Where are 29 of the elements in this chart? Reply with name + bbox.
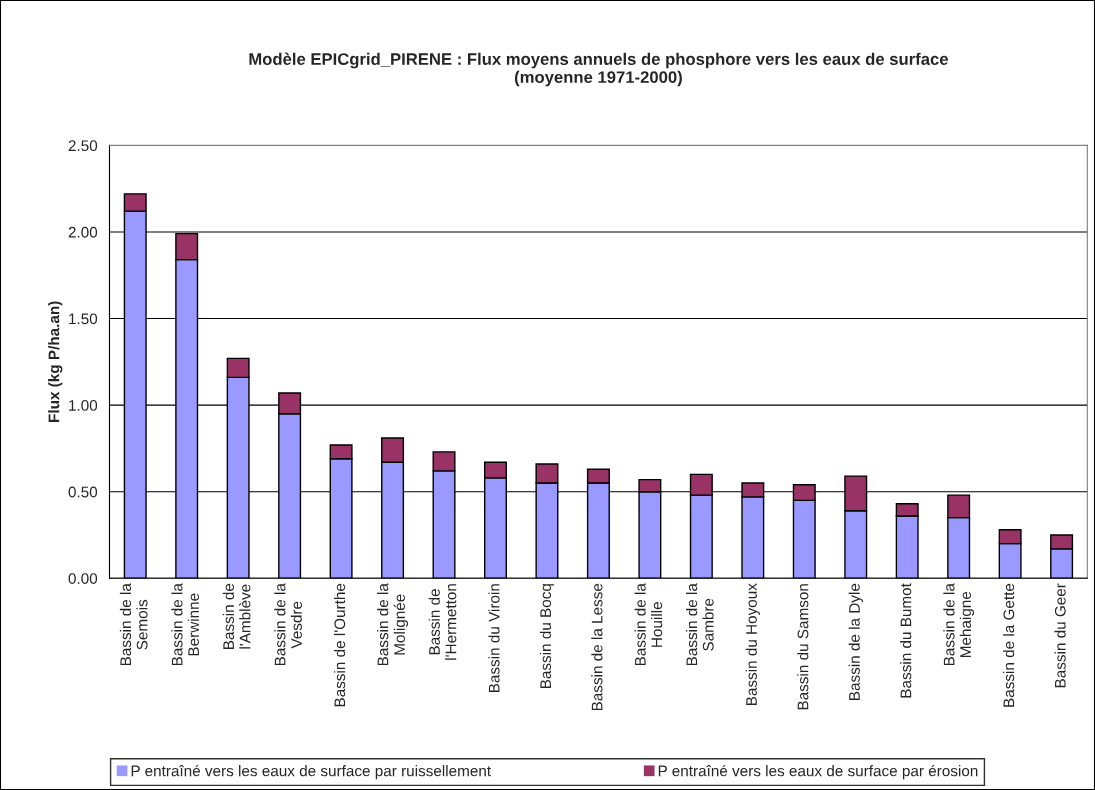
x-tick-label: Bassin de la Molignée — [377, 583, 409, 666]
y-tick-label: 1.50 — [69, 313, 98, 325]
x-tick-label: Bassin de la Vesdre — [274, 583, 302, 666]
x-tick-label: Bassin du Viroin — [488, 584, 500, 693]
y-axis-title: Flux (kg P/ha.an) — [48, 301, 63, 422]
x-tick-label: Bassin de la Semois — [119, 583, 148, 666]
chart-title: Modèle EPICgrid_PIRENE : Flux moyens annuels de phosphore vers les eaux de surface (moyenne 1971-2000) — [249, 52, 948, 87]
x-tick-label: Bassin de la Berwinne — [171, 583, 200, 666]
y-tick-label: 1.00 — [69, 399, 98, 411]
x-tick-label: Bassin du Samson — [797, 584, 809, 710]
y-tick-label: 0.00 — [68, 573, 98, 584]
x-tick-label: Bassin du Bumot — [900, 583, 912, 698]
x-tick-label: Bassin du Hoyoux — [745, 583, 760, 706]
x-tick-label: Bassin de la Gette — [1003, 583, 1015, 707]
y-tick-label: 0.50 — [68, 486, 98, 498]
x-tick-label: Bassin de l'Amblève — [222, 583, 251, 649]
x-tick-label: Bassin du Geer — [1054, 583, 1066, 688]
x-tick-label: Bassin de la Houille — [634, 583, 663, 666]
x-tick-label: Bassin de la Sambre — [686, 583, 714, 666]
legend-label: P entraîné vers les eaux de surface par ruissellement — [131, 764, 491, 780]
y-tick-label: 2.00 — [68, 226, 98, 238]
x-tick-label: Bassin de l'Ourthe — [333, 583, 346, 707]
legend-label: P entraîné vers les eaux de surface par érosion — [658, 764, 978, 780]
y-tick-label: 2.50 — [68, 140, 98, 152]
x-tick-label: Bassin de la Dyle — [848, 583, 863, 700]
x-tick-label: Bassin du Bocq — [539, 584, 555, 689]
x-tick-label: Bassin de l'Hermetton — [428, 584, 457, 660]
x-tick-label: Bassin de la Lesse — [591, 583, 603, 711]
x-tick-label: Bassin de la Mehaigne — [943, 583, 975, 666]
